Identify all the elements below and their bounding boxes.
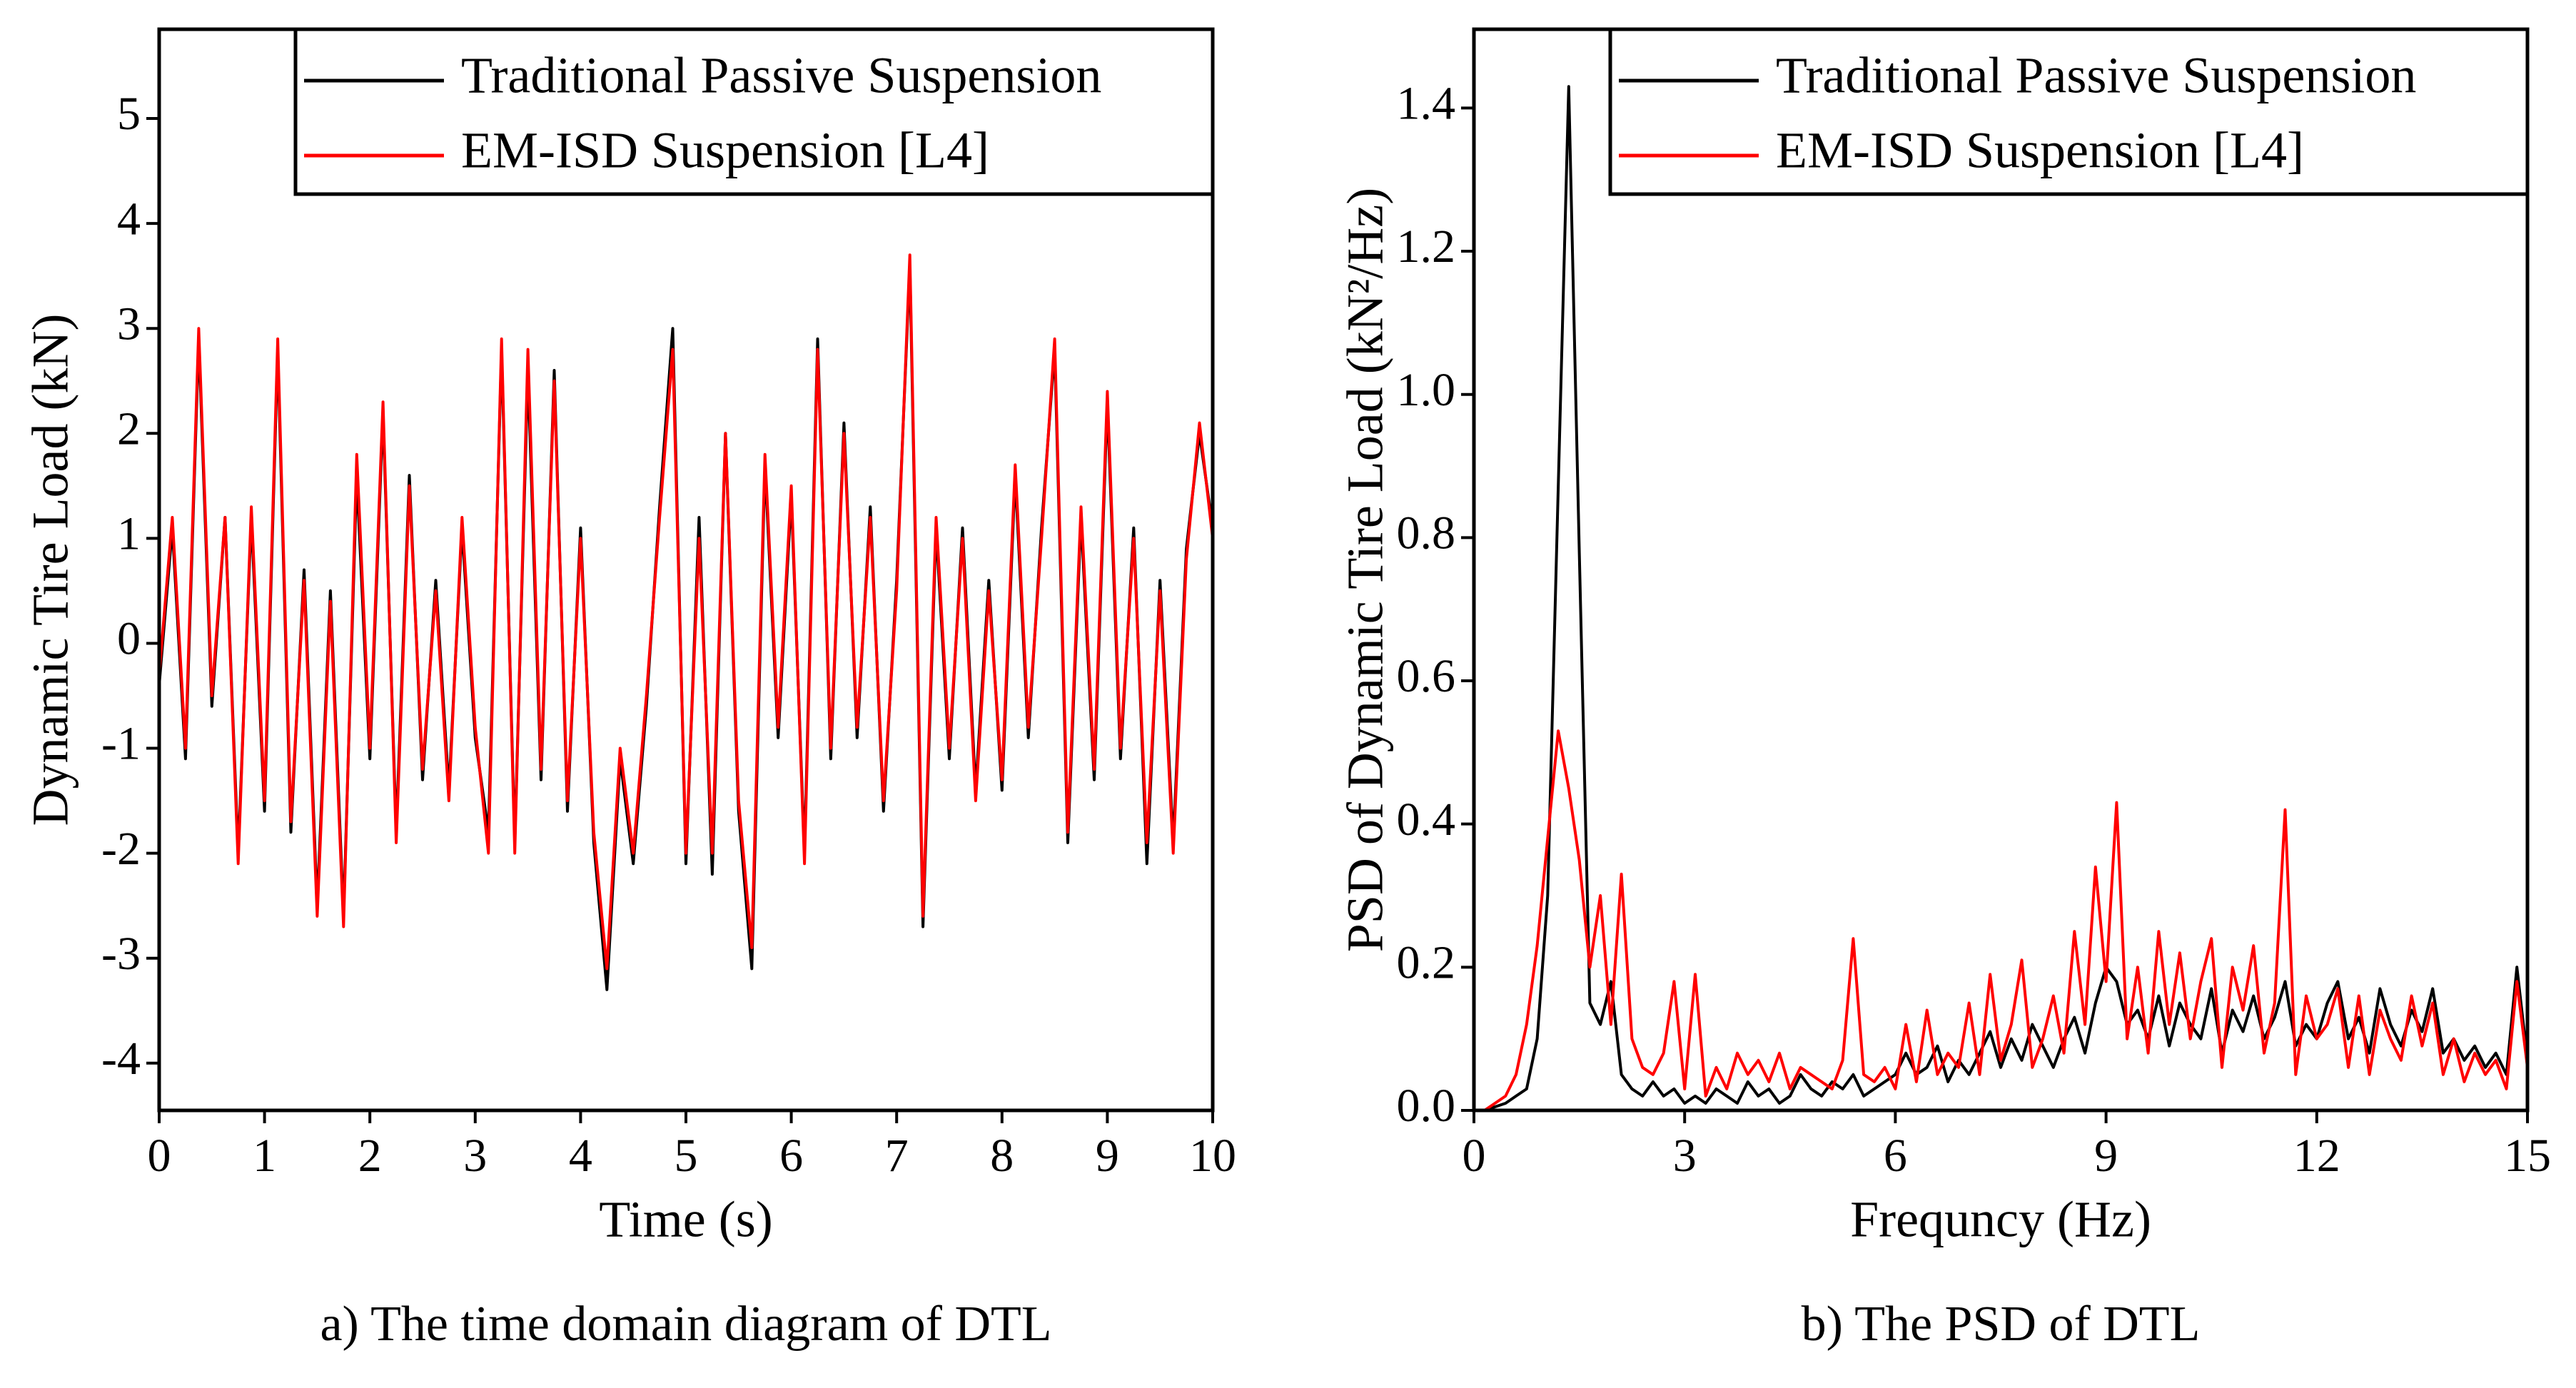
x-tick-label: 0 (1463, 1130, 1486, 1182)
x-axis-title: Time (s) (599, 1191, 772, 1248)
y-tick-label: -3 (101, 928, 141, 980)
x-tick-label: 3 (1673, 1130, 1697, 1182)
data-line (158, 253, 1214, 971)
y-tick-label: 0 (117, 613, 141, 665)
x-tick-label: 6 (779, 1130, 803, 1182)
data-line (1474, 729, 2529, 1112)
x-tick-label: 2 (358, 1130, 382, 1182)
caption: a) The time domain diagram of DTL (320, 1297, 1051, 1352)
x-tick-label: 8 (990, 1130, 1014, 1182)
x-tick-label: 4 (569, 1130, 592, 1182)
x-tick-label: 6 (1884, 1130, 1907, 1182)
y-tick-label: -4 (101, 1033, 141, 1085)
y-tick-label: 0.2 (1397, 936, 1456, 988)
x-tick-label: 9 (1096, 1130, 1119, 1182)
legend-label: Traditional Passive Suspension (1776, 47, 2416, 104)
y-tick-label: 0.4 (1397, 794, 1456, 846)
legend-label: EM-ISD Suspension [L4] (461, 122, 989, 179)
y-tick-label: 0.6 (1397, 650, 1456, 702)
y-tick-label: 1 (117, 508, 141, 560)
y-tick-label: 2 (117, 402, 141, 455)
legend-box (293, 27, 1215, 196)
x-tick-label: 7 (885, 1130, 909, 1182)
x-tick-label: 9 (2094, 1130, 2118, 1182)
y-tick-label: -2 (101, 823, 141, 875)
legend-label: EM-ISD Suspension [L4] (1776, 122, 2304, 179)
legend-label: Traditional Passive Suspension (461, 47, 1101, 104)
y-tick-label: 1.2 (1397, 221, 1456, 273)
y-tick-label: 0.8 (1397, 507, 1456, 559)
y-axis-title: PSD of Dynamic Tire Load (kN²/Hz) (1337, 188, 1394, 953)
x-tick-label: 12 (2293, 1130, 2340, 1182)
caption: b) The PSD of DTL (1802, 1297, 2201, 1352)
x-tick-label: 15 (2504, 1130, 2551, 1182)
y-tick-label: 1.4 (1397, 78, 1456, 130)
y-tick-label: 0.0 (1397, 1080, 1456, 1132)
y-tick-label: 3 (117, 298, 141, 350)
x-tick-label: 3 (463, 1130, 487, 1182)
x-tick-label: 5 (675, 1130, 698, 1182)
y-tick-label: 4 (117, 193, 141, 245)
x-tick-label: 1 (253, 1130, 276, 1182)
y-axis-title: Dynamic Tire Load (kN) (22, 314, 79, 826)
x-axis-title: Frequncy (Hz) (1850, 1191, 2151, 1248)
x-tick-label: 10 (1189, 1130, 1236, 1182)
data-line (1474, 85, 2529, 1112)
y-tick-label: -1 (101, 718, 141, 770)
y-tick-label: 1.0 (1397, 364, 1456, 416)
y-tick-label: 5 (117, 88, 141, 140)
legend-box (1608, 27, 2530, 196)
x-tick-label: 0 (148, 1130, 171, 1182)
